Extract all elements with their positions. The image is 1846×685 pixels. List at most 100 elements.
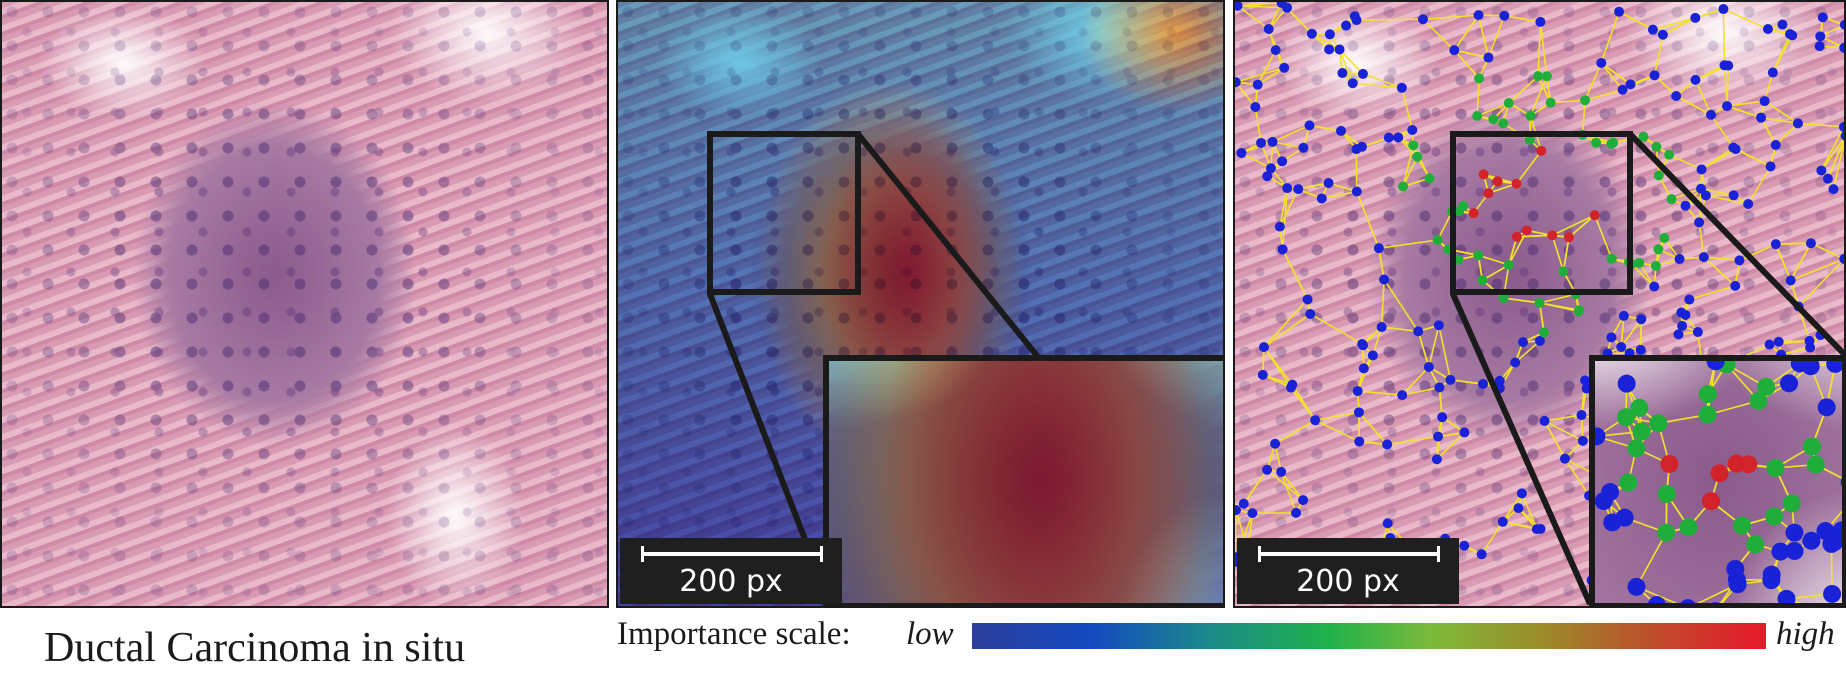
graph-node: [1777, 19, 1788, 30]
graph-node: [1334, 44, 1345, 55]
graph-node: [1777, 589, 1796, 603]
graph-edge: [1387, 435, 1439, 446]
graph-node: [1302, 294, 1313, 305]
importance-low-label: low: [906, 616, 954, 652]
graph-node: [1503, 97, 1514, 108]
graph-edge: [1453, 14, 1480, 51]
graph-edge: [1514, 340, 1541, 364]
graph-node: [1510, 357, 1521, 368]
graph-node: [1690, 74, 1701, 85]
graph-node: [1785, 275, 1796, 286]
graph-node: [1511, 231, 1522, 242]
graph-node: [1706, 361, 1725, 371]
graph-node: [1734, 255, 1745, 266]
graph-node: [1792, 118, 1803, 129]
graph-edge: [1281, 248, 1309, 300]
graph-node: [1647, 24, 1658, 35]
graph-node: [1815, 31, 1826, 42]
graph-node: [1373, 243, 1384, 254]
graph-edge: [1309, 313, 1363, 345]
graph-edge: [1798, 258, 1844, 308]
graph-edge: [1698, 222, 1705, 258]
scale-bar-label: 200 px: [1296, 564, 1400, 599]
graph-edge: [1696, 583, 1739, 603]
graph-node: [1576, 410, 1587, 421]
graph-edge: [1338, 49, 1354, 84]
graph-node: [1803, 437, 1822, 456]
tissue-image: [2, 2, 607, 606]
graph-node: [1840, 131, 1844, 141]
graph-node: [1666, 194, 1677, 205]
heatmap-panel: 200 px: [616, 0, 1225, 608]
graph-edge: [1739, 243, 1777, 262]
graph-node: [1838, 121, 1844, 132]
graph-node: [1379, 274, 1390, 285]
graph-node: [1671, 90, 1682, 101]
graph-edge: [1412, 144, 1431, 179]
graph-edge: [1790, 258, 1844, 282]
graph-node: [1513, 503, 1524, 514]
graph-node: [1376, 322, 1387, 333]
graph-edge: [1701, 146, 1734, 171]
graph-edge: [1618, 10, 1654, 31]
graph-node: [1277, 244, 1288, 255]
cell-graph-zoomed: [1595, 361, 1842, 603]
graph-edge: [1726, 65, 1730, 107]
graph-node: [1659, 232, 1670, 243]
graph-edge: [1600, 62, 1624, 91]
graph-node: [1674, 254, 1685, 265]
graph-edge: [1662, 17, 1696, 36]
graph-node: [1433, 320, 1444, 331]
graph-node: [1236, 147, 1247, 158]
graph-node: [1722, 101, 1733, 112]
graph-node: [1574, 305, 1585, 316]
graph-edge: [1256, 49, 1277, 86]
graph-node: [1282, 2, 1293, 13]
graph-node: [1341, 20, 1352, 31]
graph-edge: [1630, 263, 1655, 288]
graph-node: [1617, 84, 1628, 95]
graph-node: [1839, 19, 1844, 30]
graph-node: [1354, 436, 1365, 447]
graph-node: [1698, 385, 1717, 404]
graph-edge: [1668, 153, 1702, 171]
graph-node: [1531, 524, 1542, 535]
graph-edge: [1502, 521, 1537, 530]
graph-edge: [1764, 100, 1799, 124]
graph-node: [1304, 120, 1315, 131]
graph-node: [1677, 320, 1688, 331]
graph-edge: [1636, 586, 1678, 603]
graph-node: [1680, 200, 1691, 211]
graph-node: [1494, 375, 1505, 386]
graph-node: [1473, 10, 1484, 21]
graph-edge: [1352, 82, 1402, 89]
graph-node: [1648, 596, 1666, 603]
graph-edge: [1453, 49, 1480, 79]
graph-node: [1262, 464, 1273, 475]
graph-edge: [1237, 5, 1270, 30]
diagnosis-caption: Ductal Carcinoma in situ: [44, 625, 466, 671]
graph-node: [1596, 57, 1607, 68]
graph-node: [1277, 156, 1288, 167]
graph-node: [1577, 435, 1588, 446]
graph-edge: [1675, 95, 1712, 116]
graph-node: [1413, 326, 1424, 337]
graph-node: [1770, 239, 1781, 250]
graph-node: [1649, 281, 1660, 292]
graph-node: [1488, 114, 1499, 125]
graph-node: [1432, 234, 1443, 245]
graph-node: [1298, 495, 1309, 506]
graph-node: [1839, 42, 1844, 53]
graph-node: [1235, 505, 1241, 516]
graph-node: [1806, 455, 1825, 474]
graph-edge: [1272, 141, 1304, 149]
graph-node: [1270, 438, 1281, 449]
graph-node: [1474, 73, 1485, 84]
graph-node: [1256, 137, 1267, 148]
graph-edge: [1710, 114, 1734, 149]
graph-node: [1679, 518, 1698, 537]
graph-edge: [1550, 99, 1586, 104]
graph-node: [1396, 82, 1407, 93]
graph-node: [1801, 361, 1820, 376]
graph-node: [1595, 492, 1613, 511]
